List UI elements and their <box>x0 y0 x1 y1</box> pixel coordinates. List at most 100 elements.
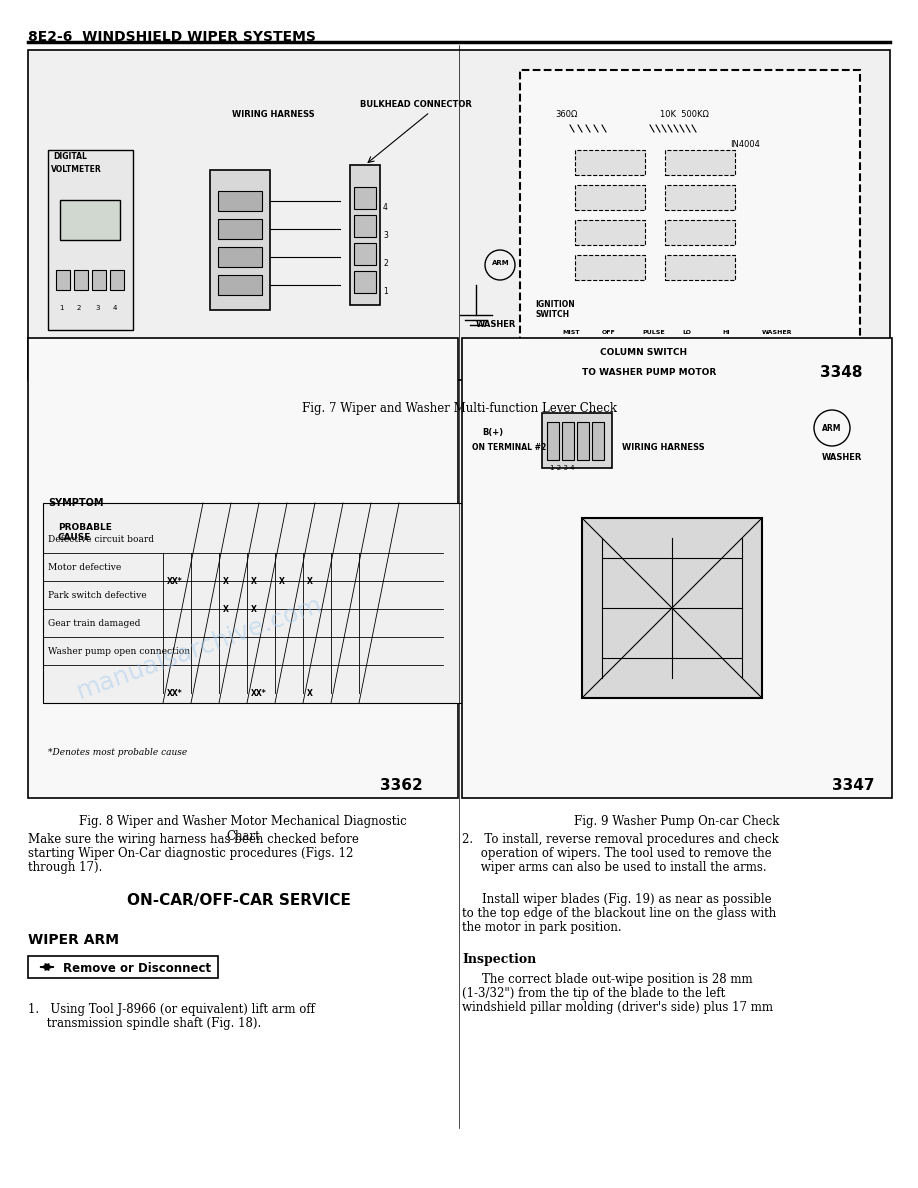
Text: wiper arms can also be used to install the arms.: wiper arms can also be used to install t… <box>462 861 767 874</box>
Bar <box>354 187 376 209</box>
Text: starting Wiper On-Car diagnostic procedures (Figs. 12: starting Wiper On-Car diagnostic procedu… <box>28 847 353 860</box>
Text: Install wiper blades (Fig. 19) as near as possible: Install wiper blades (Fig. 19) as near a… <box>482 893 772 906</box>
Text: X: X <box>223 577 229 586</box>
Text: the motor in park position.: the motor in park position. <box>462 921 621 934</box>
Text: 1: 1 <box>383 287 387 296</box>
Bar <box>110 270 124 290</box>
Text: IN4004: IN4004 <box>730 140 760 148</box>
Text: 3362: 3362 <box>380 778 423 794</box>
Bar <box>354 244 376 265</box>
Text: WASHER: WASHER <box>762 330 792 335</box>
Text: 3347: 3347 <box>832 778 875 794</box>
Text: X: X <box>307 689 313 699</box>
Text: 8E2-6  WINDSHIELD WIPER SYSTEMS: 8E2-6 WINDSHIELD WIPER SYSTEMS <box>28 30 316 44</box>
Text: The correct blade out-wipe position is 28 mm: The correct blade out-wipe position is 2… <box>482 973 753 986</box>
Text: 2: 2 <box>77 305 82 311</box>
Bar <box>575 185 645 210</box>
Text: Fig. 9 Washer Pump On-car Check: Fig. 9 Washer Pump On-car Check <box>575 815 779 828</box>
Text: DIGITAL: DIGITAL <box>53 152 87 162</box>
Bar <box>74 270 88 290</box>
Bar <box>542 413 612 468</box>
Bar <box>665 220 735 245</box>
Bar <box>575 150 645 175</box>
Text: TO WASHER PUMP MOTOR: TO WASHER PUMP MOTOR <box>582 368 716 377</box>
Text: 2.   To install, reverse removal procedures and check: 2. To install, reverse removal procedure… <box>462 833 778 846</box>
Text: PROBABLE
CAUSE: PROBABLE CAUSE <box>58 523 112 543</box>
Bar <box>547 422 559 460</box>
Bar <box>43 503 483 703</box>
Text: 3: 3 <box>383 230 388 240</box>
Text: 3348: 3348 <box>820 365 863 380</box>
Text: Motor defective: Motor defective <box>48 563 121 571</box>
Text: 4: 4 <box>383 203 388 211</box>
Bar <box>210 170 270 310</box>
Text: X: X <box>279 577 285 586</box>
Text: WIRING HARNESS: WIRING HARNESS <box>232 110 315 119</box>
Bar <box>218 247 262 267</box>
Text: XX*: XX* <box>167 689 183 699</box>
Bar <box>665 150 735 175</box>
Text: X: X <box>223 605 229 614</box>
Text: X: X <box>307 577 313 586</box>
Bar <box>582 518 762 699</box>
Bar <box>665 185 735 210</box>
Bar <box>56 270 70 290</box>
Text: XX*: XX* <box>167 577 183 586</box>
Bar <box>218 274 262 295</box>
Text: Inspection: Inspection <box>462 953 536 966</box>
Text: X: X <box>251 577 257 586</box>
Text: COLUMN SWITCH: COLUMN SWITCH <box>600 348 688 358</box>
Text: B(+): B(+) <box>482 428 503 437</box>
Bar <box>48 150 133 330</box>
Text: WIRING HARNESS: WIRING HARNESS <box>622 443 705 451</box>
Text: *Denotes most probable cause: *Denotes most probable cause <box>48 748 187 757</box>
Bar <box>354 215 376 236</box>
Text: X: X <box>251 605 257 614</box>
Text: Remove or Disconnect: Remove or Disconnect <box>63 962 211 975</box>
Text: LO: LO <box>682 330 691 335</box>
Bar <box>592 422 604 460</box>
Bar <box>218 219 262 239</box>
Text: WASHER: WASHER <box>822 453 862 462</box>
Text: Defective circuit board: Defective circuit board <box>48 535 154 544</box>
Text: 1.   Using Tool J-8966 (or equivalent) lift arm off: 1. Using Tool J-8966 (or equivalent) lif… <box>28 1003 315 1016</box>
Bar <box>575 220 645 245</box>
Text: 3: 3 <box>95 305 99 311</box>
Text: 360Ω: 360Ω <box>555 110 577 119</box>
Bar <box>218 191 262 211</box>
Text: ON-CAR/OFF-CAR SERVICE: ON-CAR/OFF-CAR SERVICE <box>127 893 351 908</box>
Text: PULSE: PULSE <box>642 330 665 335</box>
Text: Gear train damaged: Gear train damaged <box>48 619 140 628</box>
Text: ARM: ARM <box>822 424 842 432</box>
Text: windshield pillar molding (driver's side) plus 17 mm: windshield pillar molding (driver's side… <box>462 1001 773 1015</box>
Text: transmission spindle shaft (Fig. 18).: transmission spindle shaft (Fig. 18). <box>28 1017 262 1030</box>
Text: Make sure the wiring harness has been checked before: Make sure the wiring harness has been ch… <box>28 833 359 846</box>
Bar <box>350 165 380 305</box>
Bar <box>575 255 645 280</box>
Text: Park switch defective: Park switch defective <box>48 590 147 600</box>
Text: ON TERMINAL #2: ON TERMINAL #2 <box>472 443 546 451</box>
Bar <box>462 339 892 798</box>
Text: (1-3/32") from the tip of the blade to the left: (1-3/32") from the tip of the blade to t… <box>462 987 725 1000</box>
Text: SYMPTOM: SYMPTOM <box>48 498 104 508</box>
Text: operation of wipers. The tool used to remove the: operation of wipers. The tool used to re… <box>462 847 772 860</box>
Text: VOLTMETER: VOLTMETER <box>51 165 102 173</box>
Text: 10K  500KΩ: 10K 500KΩ <box>660 110 709 119</box>
Text: ARM: ARM <box>492 260 509 266</box>
Bar <box>562 422 574 460</box>
Bar <box>520 70 860 360</box>
Text: IGNITION
SWITCH: IGNITION SWITCH <box>535 301 575 320</box>
Text: WIPER ARM: WIPER ARM <box>28 933 119 947</box>
Bar <box>28 956 218 978</box>
Text: through 17).: through 17). <box>28 861 103 874</box>
Text: OFF: OFF <box>602 330 616 335</box>
Text: BULKHEAD CONNECTOR: BULKHEAD CONNECTOR <box>360 100 472 109</box>
Text: 1 2 3 4: 1 2 3 4 <box>550 465 575 470</box>
Bar <box>92 270 106 290</box>
Bar <box>354 271 376 293</box>
Bar <box>28 339 458 798</box>
Bar <box>665 255 735 280</box>
Bar <box>60 200 120 240</box>
Text: Fig. 7 Wiper and Washer Multi-function Lever Check: Fig. 7 Wiper and Washer Multi-function L… <box>301 402 617 415</box>
Text: XX*: XX* <box>251 689 266 699</box>
